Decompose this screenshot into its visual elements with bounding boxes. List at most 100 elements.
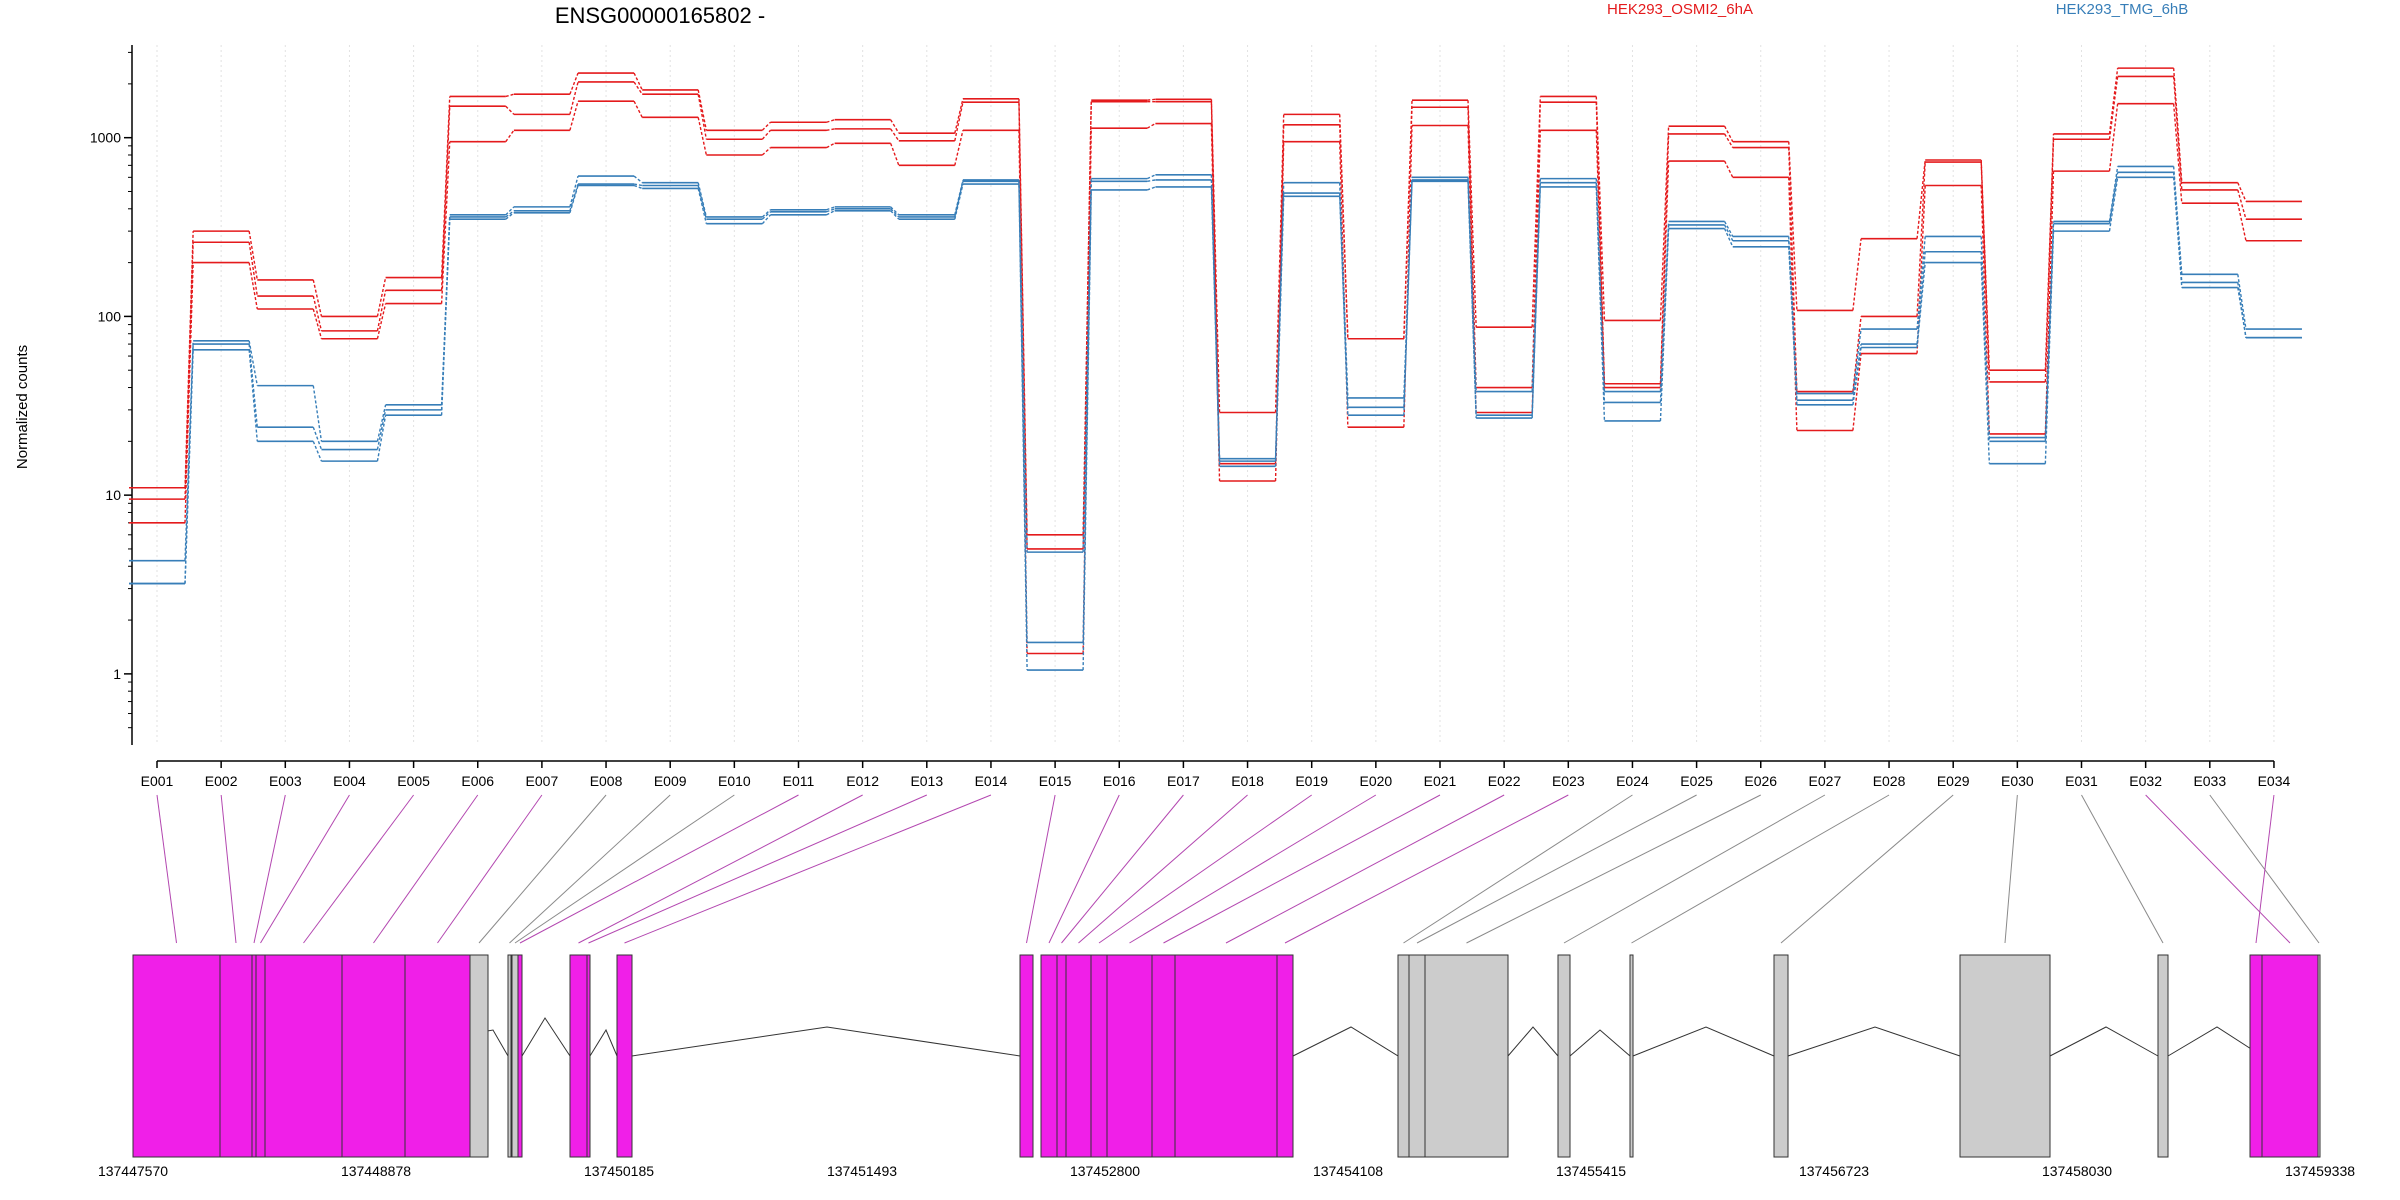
exon-block-e007 — [404, 954, 471, 1158]
series-connector — [761, 129, 772, 140]
series-connector — [505, 93, 515, 98]
series-connector — [1595, 130, 1606, 388]
series-connector — [248, 349, 258, 442]
exon-connector — [1631, 794, 1890, 944]
series-osmi-3 — [129, 100, 2302, 655]
series-connector — [697, 182, 708, 218]
series-connector — [954, 179, 964, 216]
series-connector — [248, 340, 258, 386]
x-tick-label-e018: E018 — [1231, 773, 1264, 789]
series-connector — [826, 142, 835, 149]
series-connector — [890, 208, 900, 218]
x-axis: E001 E002 E003 E004 E005 E006 E007 E008 E009 E010… — [141, 760, 2291, 789]
x-tick-label-e022: E022 — [1488, 773, 1521, 789]
intron-line — [631, 1026, 1021, 1057]
y-axis: 1 10 100 1000 — [90, 45, 133, 745]
x-tick-label-e012: E012 — [846, 773, 879, 789]
series-connector — [633, 72, 643, 91]
series-connector — [890, 210, 900, 220]
x-tick-label-e008: E008 — [590, 773, 623, 789]
x-tick-label-e011: E011 — [783, 773, 815, 789]
series-connector — [1788, 141, 1798, 311]
series-connector — [2044, 139, 2055, 382]
series-connector — [697, 94, 708, 140]
exon-block-e010 — [511, 954, 519, 1158]
series-connector — [505, 105, 515, 115]
series-connector — [2237, 182, 2247, 202]
series-connector — [954, 183, 964, 220]
exon-block-e017 — [1056, 954, 1067, 1158]
y-tick-label: 100 — [98, 308, 122, 324]
series-connector — [312, 385, 323, 442]
exon-connector — [260, 794, 350, 944]
exon-connector — [2145, 794, 2291, 944]
series-tmg-6 — [129, 176, 2302, 671]
x-tick-label-e032: E032 — [2129, 773, 2162, 789]
exon-connector — [1466, 794, 1761, 944]
series-connector — [569, 81, 579, 115]
genomic-coordinate-label: 137455415 — [1556, 1163, 1626, 1179]
exon-connector — [1780, 794, 1954, 944]
series-connector — [761, 209, 771, 218]
exon-connector — [1078, 794, 1248, 944]
series-connector — [826, 119, 835, 123]
exon-block-e005 — [264, 954, 343, 1158]
exon-block-e001 — [132, 954, 221, 1158]
intron-line — [1292, 1026, 1399, 1057]
series-connector — [1916, 159, 1926, 239]
series-lines — [129, 67, 2302, 671]
exon-connector — [509, 794, 671, 944]
exon-block-e008 — [469, 954, 489, 1158]
exon-block-e004 — [255, 954, 266, 1158]
exon-block-e003 — [251, 954, 257, 1158]
exon-block-e027 — [1557, 954, 1571, 1158]
exon-connector — [519, 794, 799, 944]
series-connector — [248, 344, 258, 428]
exon-block-e012 — [569, 954, 588, 1158]
series-connector — [889, 143, 900, 166]
series-connector — [890, 128, 900, 142]
exon-block-e006 — [341, 954, 406, 1158]
series-connector — [376, 415, 387, 462]
exon-connector — [1098, 794, 1312, 944]
series-connector — [1210, 99, 1221, 413]
exon-connector — [514, 794, 735, 944]
series-connector — [1916, 162, 1926, 317]
series-connector — [1916, 251, 1926, 345]
series-connector — [1723, 125, 1734, 142]
exon-connector — [478, 794, 607, 944]
series-connector — [761, 211, 771, 220]
series-connector — [505, 129, 515, 143]
exon-block-e023 — [1276, 954, 1294, 1158]
series-connector — [569, 175, 579, 208]
series-connector — [1274, 114, 1285, 413]
series-connector — [184, 349, 194, 584]
series-connector — [2044, 231, 2055, 464]
x-tick-label-e007: E007 — [526, 773, 559, 789]
x-tick-label-e016: E016 — [1103, 773, 1136, 789]
x-tick-label-e004: E004 — [333, 773, 366, 789]
y-tick-label: 1000 — [90, 130, 121, 146]
exon-block-e020 — [1106, 954, 1153, 1158]
series-connector — [440, 219, 451, 416]
series-connector — [376, 277, 387, 317]
series-connector — [2172, 166, 2183, 275]
exon-connector — [588, 794, 928, 944]
series-connector — [248, 262, 258, 310]
series-connector — [2044, 171, 2055, 434]
series-connector — [440, 141, 451, 304]
exon-block-e019 — [1090, 954, 1108, 1158]
gene-model — [132, 954, 2321, 1158]
exon-connectors — [156, 794, 2320, 944]
exon-connector — [1416, 794, 1697, 944]
series-connector — [761, 147, 771, 156]
x-tick-label-e002: E002 — [205, 773, 238, 789]
exon-connector — [2209, 794, 2320, 944]
series-connector — [954, 102, 964, 141]
series-connector — [1723, 224, 1734, 242]
exon-connector — [373, 794, 479, 944]
series-connector — [184, 262, 194, 523]
genomic-coordinate-label: 137459338 — [2285, 1163, 2355, 1179]
exon-block-e030 — [1959, 954, 2051, 1158]
